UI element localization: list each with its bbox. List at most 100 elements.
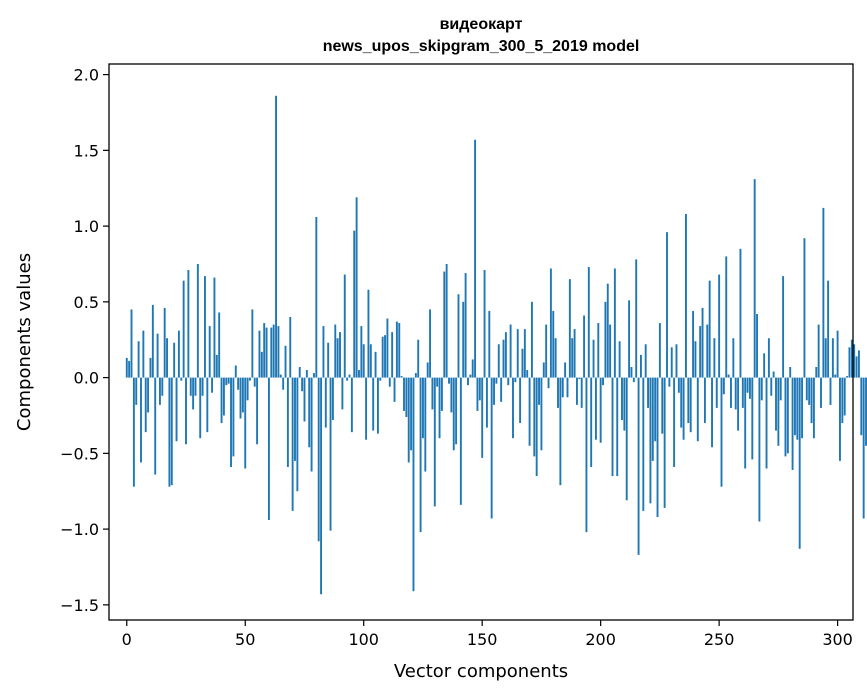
bar-204	[609, 324, 612, 378]
bar-48	[239, 377, 242, 419]
bar-151	[483, 270, 486, 378]
bar-242	[699, 326, 702, 378]
bar-106	[376, 377, 379, 434]
bar-178	[547, 377, 550, 389]
bar-158	[500, 377, 503, 402]
bar-119	[407, 377, 410, 463]
bar-81	[317, 377, 320, 542]
bar-251	[720, 377, 723, 487]
bar-116	[400, 376, 403, 378]
bar-290	[812, 377, 815, 439]
bar-35	[208, 326, 211, 378]
bar-13	[156, 333, 159, 378]
bar-103	[369, 344, 372, 378]
bar-131	[436, 377, 439, 387]
bar-10	[149, 357, 152, 378]
bar-112	[391, 332, 394, 378]
bar-21	[175, 377, 178, 442]
bar-108	[381, 336, 384, 378]
bar-235	[682, 377, 685, 440]
bar-231	[673, 377, 676, 467]
bar-172	[533, 377, 536, 457]
bar-248	[713, 338, 716, 378]
bar-3	[132, 377, 135, 487]
bar-18	[168, 377, 171, 487]
bar-246	[708, 280, 711, 378]
bar-230	[670, 347, 673, 378]
bar-127	[426, 362, 429, 378]
bar-126	[424, 377, 427, 472]
bar-6	[140, 377, 142, 463]
bar-311	[862, 377, 865, 519]
bar-135	[445, 263, 448, 378]
bar-234	[680, 377, 683, 428]
bar-273	[772, 371, 775, 378]
bar-196	[590, 377, 593, 467]
bar-284	[798, 377, 801, 549]
bar-15	[161, 377, 164, 396]
bar-296	[827, 280, 830, 378]
chart-title-line-2: news_upos_skipgram_300_5_2019 model	[323, 38, 640, 55]
x-tick-label-250: 250	[704, 630, 735, 649]
bar-264	[751, 377, 754, 460]
bar-154	[490, 377, 493, 519]
bar-77	[308, 377, 311, 448]
bar-117	[403, 377, 405, 411]
bar-279	[786, 377, 789, 454]
bar-91	[341, 377, 344, 410]
bar-260	[741, 377, 744, 408]
bar-222	[651, 377, 654, 461]
bar-258	[737, 377, 740, 431]
bar-69	[289, 317, 292, 378]
bar-261	[744, 377, 747, 469]
x-axis-ticks: 0 50 100 150 200 250 300	[122, 620, 853, 649]
bar-143	[464, 273, 467, 378]
x-tick-label-150: 150	[467, 630, 498, 649]
bar-80	[315, 217, 318, 378]
bar-223	[654, 377, 657, 442]
bar-20	[173, 342, 176, 378]
bar-101	[365, 377, 368, 440]
bar-37	[213, 277, 216, 378]
bar-157	[497, 344, 500, 378]
bar-14	[158, 377, 161, 405]
bar-262	[746, 377, 749, 393]
bar-92	[343, 274, 346, 378]
bar-102	[367, 289, 370, 378]
bar-149	[478, 377, 481, 401]
bar-68	[286, 377, 289, 467]
bar-38	[215, 354, 218, 378]
bar-12	[154, 377, 157, 475]
bar-299	[834, 374, 837, 378]
bar-group	[125, 95, 867, 595]
bar-185	[564, 362, 567, 378]
bar-303	[843, 377, 846, 416]
bar-269	[763, 353, 766, 378]
bar-233	[677, 377, 680, 393]
bar-225	[658, 323, 661, 378]
bar-256	[732, 338, 735, 378]
bar-134	[443, 271, 446, 378]
bar-120	[410, 377, 413, 451]
bar-292	[817, 324, 820, 378]
bar-165	[516, 329, 519, 378]
bar-147	[474, 139, 477, 378]
bar-67	[284, 345, 287, 378]
bar-243	[701, 307, 704, 378]
bar-42	[225, 377, 228, 386]
bar-11	[151, 304, 154, 378]
bar-177	[545, 324, 548, 378]
bar-132	[438, 377, 441, 439]
bar-45	[232, 377, 235, 457]
bar-237	[687, 377, 690, 424]
bar-263	[748, 377, 751, 399]
x-tick-label-100: 100	[348, 630, 379, 649]
bar-266	[756, 313, 758, 378]
x-tick-label-200: 200	[585, 630, 616, 649]
bar-66	[282, 377, 285, 390]
bar-232	[675, 344, 678, 378]
bar-118	[405, 377, 408, 417]
y-tick-label-1: 1.0	[74, 217, 99, 236]
bar-300	[836, 330, 839, 378]
bar-305	[848, 347, 851, 378]
